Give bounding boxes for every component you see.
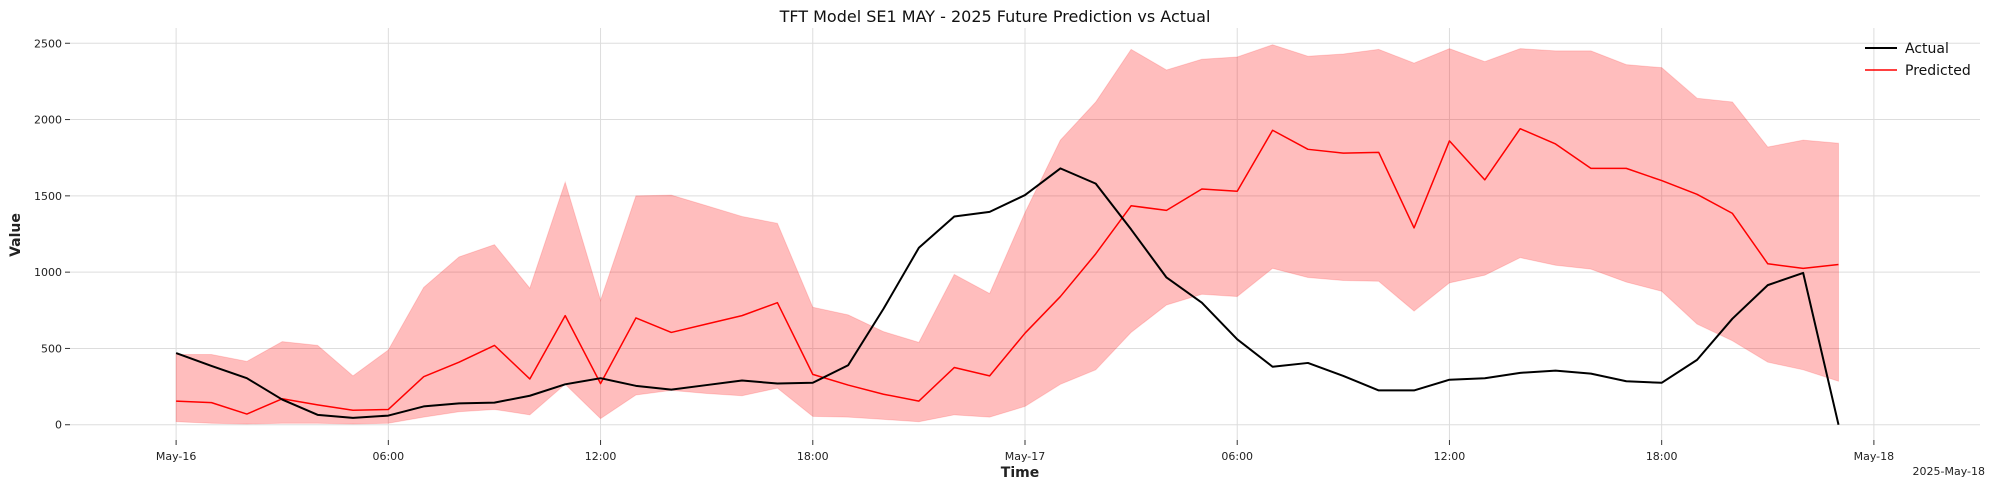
prediction-band-area [175,44,1840,425]
x-tick-label-6: 12:00 [1434,450,1466,463]
prediction-interval-band [175,44,1840,425]
y-tick-label-4: 2000 [34,114,62,127]
legend-actual-label: Actual [1905,41,1949,57]
x-tick-label-8: May-18 [1854,450,1895,463]
series-line-predicted [176,127,1839,415]
y-axis-title: Value [8,213,24,257]
legend-predicted-label: Predicted [1905,63,1971,79]
series-line-actual [175,167,1840,425]
y-tick-label-0: 0 [55,419,62,432]
grid-lines [70,28,1980,440]
y-tick-label-2: 1000 [34,266,62,279]
x-tick-label-7: 18:00 [1646,450,1678,463]
x-tick-label-4: May-17 [1005,450,1046,463]
legend: Actual Predicted [1865,41,1971,79]
y-axis-ticks: 0 500 1000 1500 2000 2500 [34,37,70,432]
series-lines [175,127,1840,425]
y-tick-label-3: 1500 [34,190,62,203]
x-tick-label-1: 06:00 [372,450,404,463]
x-axis-ticks: May-16 06:00 12:00 18:00 May-17 06:00 12:00 18:… [156,440,1894,463]
chart-title: TFT Model SE1 MAY - 2025 Future Predicti… [779,7,1211,26]
x-tick-label-3: 18:00 [797,450,829,463]
y-tick-label-1: 500 [41,342,62,355]
x-axis-offset-label: 2025-May-18 [1913,465,1985,478]
y-tick-label-5: 2500 [34,37,62,50]
x-axis-title: Time [1001,465,1039,481]
x-tick-label-5: 06:00 [1221,450,1253,463]
x-tick-label-0: May-16 [156,450,197,463]
x-tick-label-2: 12:00 [585,450,617,463]
